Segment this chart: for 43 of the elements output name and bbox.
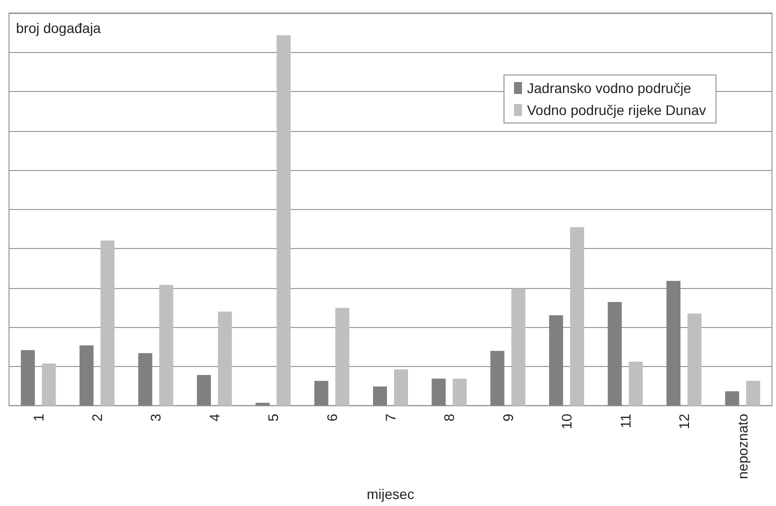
bar xyxy=(373,386,387,406)
bar xyxy=(628,362,643,406)
bar xyxy=(725,391,740,406)
bar xyxy=(570,227,584,406)
x-tick-label: nepoznato xyxy=(734,414,751,480)
bar xyxy=(256,402,270,406)
legend-label: Vodno područje rijeke Dunav xyxy=(526,102,706,118)
x-tick-label: 11 xyxy=(617,414,634,428)
bar xyxy=(687,313,702,406)
bar xyxy=(335,308,350,406)
x-tick-label: 6 xyxy=(324,414,340,422)
bar xyxy=(608,302,622,406)
x-tick-label: 8 xyxy=(441,414,458,422)
bar xyxy=(452,378,467,406)
bar xyxy=(490,350,504,406)
y-axis-title: broj događaja xyxy=(16,20,102,36)
bar xyxy=(511,288,526,406)
bar xyxy=(314,380,328,406)
legend-label: Jadransko vodno područje xyxy=(526,80,692,96)
bar xyxy=(746,380,760,406)
x-tick-label: 7 xyxy=(382,414,398,422)
bar xyxy=(549,315,564,406)
x-tick-label: 1 xyxy=(30,414,46,422)
bar xyxy=(100,240,115,406)
bar xyxy=(20,350,35,406)
x-tick-label: 10 xyxy=(558,414,575,430)
bar xyxy=(138,353,152,406)
bar xyxy=(159,284,174,406)
bar xyxy=(432,378,446,406)
x-tick-label: 2 xyxy=(89,414,106,422)
x-tick-label: 3 xyxy=(148,414,164,422)
bar xyxy=(42,363,56,406)
bar xyxy=(196,374,211,406)
x-axis-title: mijesec xyxy=(366,486,414,502)
bar xyxy=(218,312,232,406)
bar xyxy=(276,35,291,406)
bar xyxy=(666,280,680,406)
x-tick-label: 4 xyxy=(206,414,222,422)
bar xyxy=(80,345,94,406)
x-tick-label: 5 xyxy=(265,414,282,422)
bar xyxy=(394,369,408,406)
x-tick-label: 9 xyxy=(500,414,516,422)
x-tick-label: 12 xyxy=(676,414,692,430)
